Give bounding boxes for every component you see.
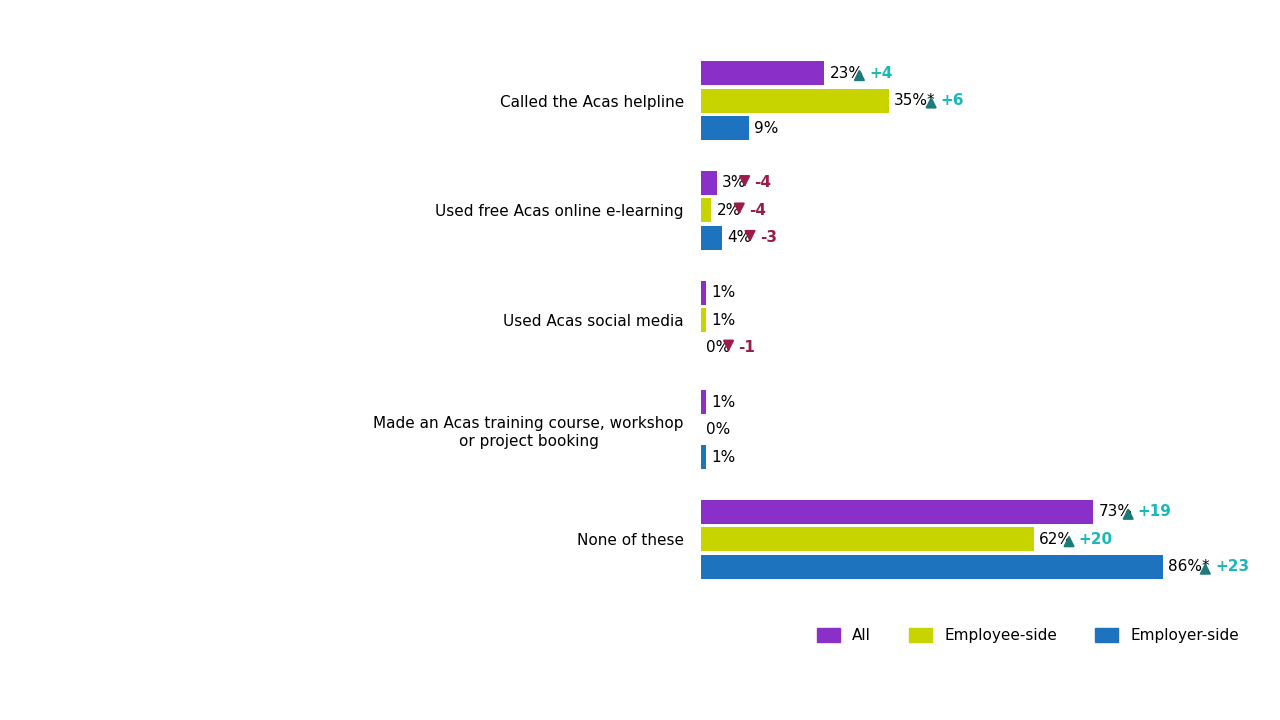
Text: +4: +4 [869, 66, 892, 81]
Text: 0%: 0% [707, 422, 730, 437]
Text: 0%: 0% [707, 340, 730, 355]
Bar [700, 390, 707, 415]
Text: 2%: 2% [717, 203, 741, 218]
Text: -4: -4 [754, 176, 772, 191]
Bar [700, 445, 707, 469]
Text: -1: -1 [739, 340, 755, 355]
Text: 4%: 4% [727, 230, 751, 246]
Text: -4: -4 [749, 203, 765, 218]
Text: 86%*: 86%* [1169, 559, 1210, 575]
Bar [700, 226, 722, 250]
Bar [700, 527, 1034, 552]
Bar [700, 116, 749, 140]
Bar [700, 89, 888, 113]
Bar [700, 554, 1162, 579]
Text: 1%: 1% [712, 312, 736, 328]
Text: +20: +20 [1079, 532, 1112, 547]
Text: +19: +19 [1138, 505, 1171, 519]
Text: 1%: 1% [712, 449, 736, 464]
Text: 35%*: 35%* [895, 93, 936, 108]
Text: 9%: 9% [754, 121, 778, 135]
Bar [700, 281, 707, 305]
Bar [700, 171, 717, 195]
Bar [700, 61, 824, 86]
Text: +23: +23 [1215, 559, 1249, 575]
Text: 1%: 1% [712, 285, 736, 300]
Text: +6: +6 [941, 93, 964, 108]
Bar [700, 198, 712, 222]
Text: 23%: 23% [829, 66, 864, 81]
Bar [700, 500, 1093, 524]
Text: 1%: 1% [712, 395, 736, 410]
Legend: All, Employee-side, Employer-side: All, Employee-side, Employer-side [810, 622, 1245, 649]
Bar [700, 308, 707, 332]
Text: 3%: 3% [722, 176, 746, 191]
Text: -3: -3 [760, 230, 777, 246]
Text: 73%: 73% [1098, 505, 1133, 519]
Text: 62%: 62% [1039, 532, 1073, 547]
